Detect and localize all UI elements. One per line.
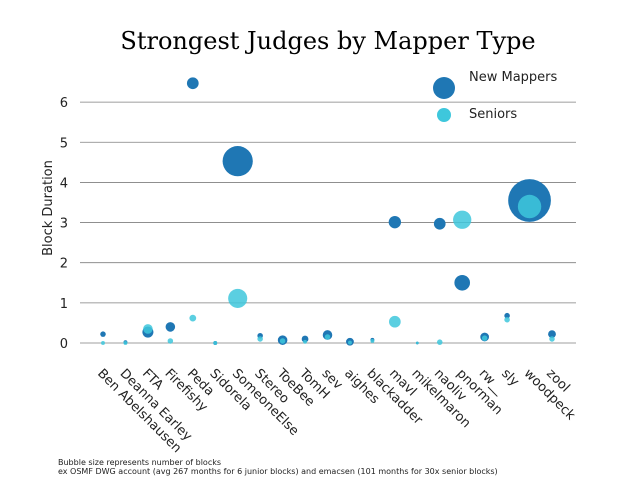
- point-seniors: [303, 339, 307, 344]
- footnote-size-note: Bubble size represents number of blocks: [58, 458, 221, 467]
- point-seniors: [189, 314, 197, 322]
- point-seniors: [167, 338, 174, 344]
- point-new-mappers: [454, 274, 471, 291]
- data-points: [100, 77, 556, 346]
- point-seniors: [257, 336, 263, 342]
- point-new-mappers: [222, 146, 253, 177]
- legend-marker-new-mappers: [433, 77, 455, 99]
- point-seniors: [228, 288, 248, 308]
- point-seniors: [549, 336, 555, 342]
- y-tick-labels: 0 1 2 3 4 5 6: [60, 96, 68, 352]
- point-seniors: [436, 339, 443, 345]
- legend-label-seniors: Seniors: [469, 107, 517, 122]
- point-seniors: [481, 335, 488, 341]
- y-tick-label: 5: [60, 136, 68, 151]
- y-axis-label: Block Duration: [41, 160, 56, 256]
- y-tick-label: 3: [60, 217, 68, 232]
- point-seniors: [504, 316, 510, 323]
- point-new-mappers: [504, 312, 510, 319]
- y-tick-label: 6: [60, 96, 68, 111]
- point-seniors: [517, 194, 542, 219]
- point-seniors: [324, 334, 331, 340]
- point-new-mappers: [186, 77, 199, 90]
- point-new-mappers: [100, 331, 106, 337]
- point-seniors: [143, 324, 153, 334]
- point-new-mappers: [301, 335, 309, 343]
- y-tick-label: 0: [60, 337, 68, 352]
- point-seniors: [279, 338, 286, 344]
- point-seniors: [370, 339, 375, 343]
- y-tick-label: 2: [60, 257, 68, 272]
- point-seniors: [348, 340, 352, 345]
- legend-label-new-mappers: New Mappers: [469, 70, 558, 85]
- point-seniors: [389, 315, 401, 328]
- chart-title: Strongest Judges by Mapper Type: [120, 27, 535, 55]
- grid-lines: [80, 101, 576, 344]
- y-tick-label: 4: [60, 176, 68, 191]
- point-new-mappers: [388, 215, 402, 229]
- point-seniors: [213, 341, 218, 345]
- point-seniors: [415, 341, 419, 345]
- point-new-mappers: [433, 217, 446, 230]
- point-new-mappers: [165, 322, 176, 332]
- footnote-exclusions: ex OSMF DWG account (avg 267 months for …: [58, 467, 498, 476]
- point-seniors: [123, 341, 128, 345]
- legend-marker-seniors: [437, 108, 451, 122]
- y-tick-label: 1: [60, 297, 68, 312]
- point-seniors: [101, 341, 105, 345]
- legend: New Mappers Seniors: [433, 70, 558, 122]
- point-new-mappers: [548, 330, 556, 339]
- point-seniors: [453, 210, 472, 229]
